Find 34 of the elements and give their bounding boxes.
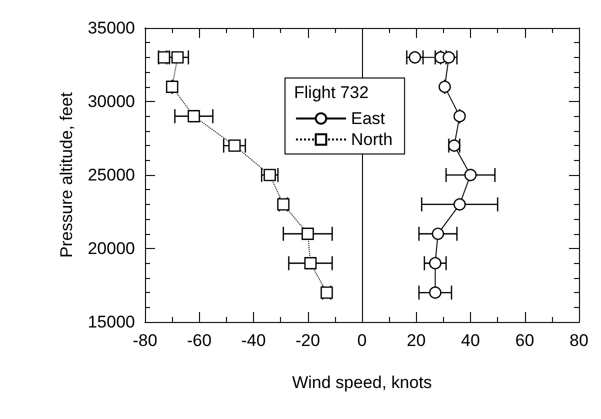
point: [171, 51, 184, 64]
point: [429, 286, 442, 299]
x-tick-label: 80: [570, 331, 588, 350]
point: [438, 80, 451, 93]
legend-label: East: [351, 109, 386, 128]
x-axis-title: Wind speed, knots: [292, 373, 432, 392]
point: [228, 139, 241, 152]
y-tick-label: 30000: [88, 92, 135, 111]
point: [264, 168, 276, 182]
y-tick-label: 15000: [88, 312, 135, 332]
point: [454, 110, 466, 122]
point: [442, 51, 455, 64]
point: [304, 257, 317, 270]
x-tick-label: 60: [515, 331, 534, 350]
y-tick-label: 25000: [88, 166, 135, 184]
point: [166, 80, 178, 93]
point: [432, 228, 444, 240]
x-tick-label: -80: [132, 331, 158, 350]
point: [454, 198, 466, 211]
point: [188, 110, 200, 122]
x-tick-label: 0: [357, 331, 367, 350]
y-tick-label: 35000: [88, 18, 135, 38]
point: [302, 228, 314, 240]
y-axis-title: Pressure altitude, feet: [57, 92, 76, 258]
legend-label: North: [351, 130, 393, 149]
point: [429, 257, 442, 270]
x-tick-label: -60: [186, 331, 212, 350]
point: [464, 168, 477, 182]
y-tick-label: 20000: [88, 239, 135, 258]
x-tick-label: 20: [406, 331, 426, 350]
x-tick-label: -40: [241, 331, 266, 350]
x-tick-label: -20: [295, 331, 320, 350]
legend-title: Flight 732: [294, 83, 369, 102]
x-tick-label: 40: [461, 331, 480, 350]
